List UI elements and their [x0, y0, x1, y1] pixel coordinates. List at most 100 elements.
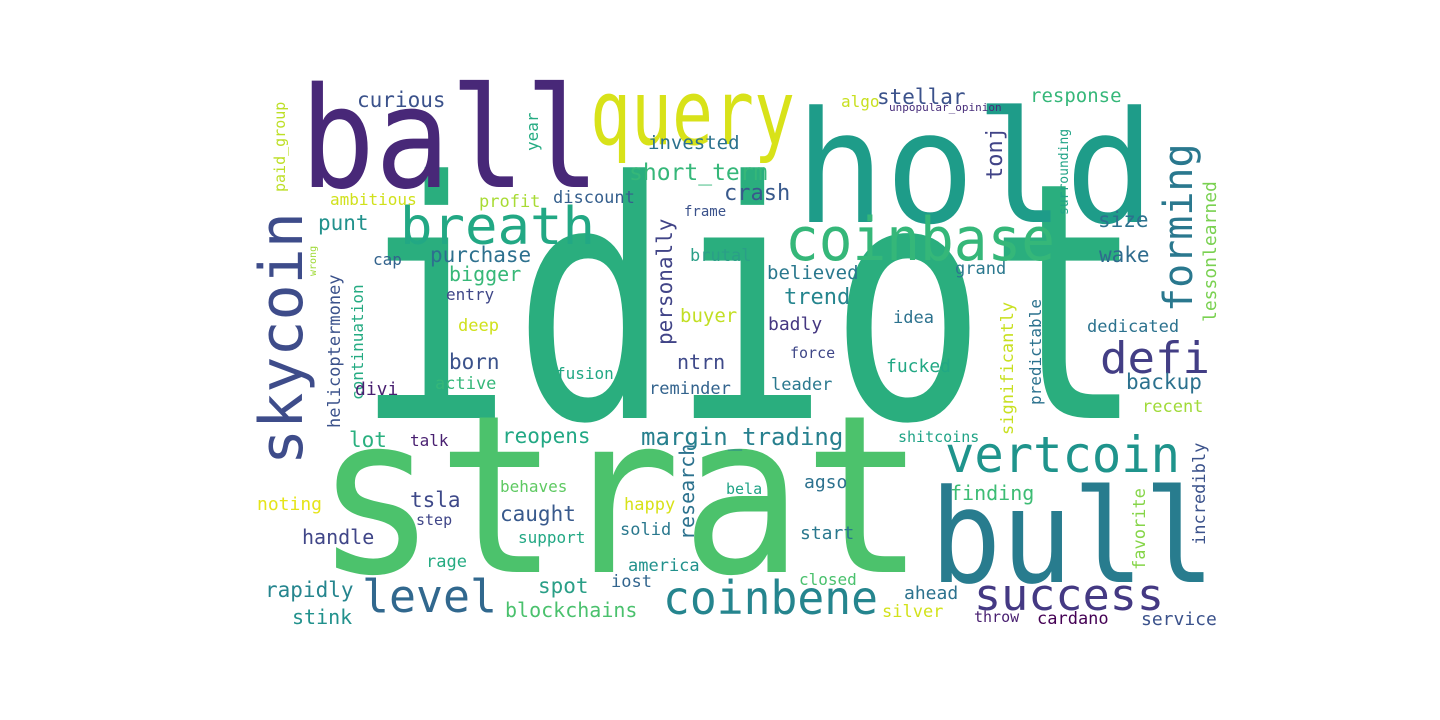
word-badly: badly [768, 314, 822, 335]
word-forming: forming [1156, 143, 1202, 312]
word-short-term: short_term [629, 160, 767, 186]
word-stellar: stellar [877, 85, 966, 109]
word-bigger: bigger [449, 262, 521, 286]
word-bela: bela [726, 480, 762, 498]
word-curious: curious [357, 88, 446, 112]
word-buyer: buyer [680, 305, 737, 327]
word-noting: noting [257, 494, 322, 515]
word-ntrn: ntrn [677, 350, 725, 374]
word-trend: trend [784, 285, 850, 310]
word-ahead: ahead [904, 583, 958, 604]
word-born: born [449, 350, 500, 374]
word-support: support [518, 528, 585, 547]
word-idiot: idiot [355, 112, 1145, 496]
word-rapidly: rapidly [265, 578, 354, 602]
word-backup: backup [1126, 370, 1202, 394]
word-skycoin: skycoin [247, 212, 317, 465]
word-happy: happy [624, 495, 675, 515]
word-caught: caught [500, 502, 576, 526]
word-discount: discount [553, 188, 635, 208]
word-year: year [523, 112, 542, 151]
word-throw: throw [974, 608, 1020, 626]
word-fusion: fusion [556, 364, 614, 383]
word-solid: solid [620, 520, 671, 540]
word-service: service [1141, 609, 1217, 630]
word-predictable: predictable [1026, 299, 1045, 405]
word-divi: divi [355, 379, 398, 400]
word-recent: recent [1142, 397, 1203, 417]
word-margin-trading: margin_trading [641, 423, 843, 451]
word-brutal: brutal [690, 246, 751, 266]
word-rage: rage [426, 552, 467, 572]
word-unpopular-opinion: unpopular_opinion [889, 101, 1002, 114]
word-active: active [435, 374, 496, 394]
word-handle: handle [302, 525, 374, 549]
word-cap: cap [373, 250, 402, 269]
word-believed: believed [767, 262, 859, 284]
word-stink: stink [292, 605, 352, 629]
word-leader: leader [771, 375, 832, 395]
word-continuation: continuation [348, 284, 367, 400]
word-lessonlearned: lessonlearned [1200, 181, 1221, 322]
word-helicoptermoney: helicoptermoney [325, 274, 345, 428]
word-paid-group: paid_group [271, 102, 289, 192]
word-strat: strat [315, 368, 925, 624]
word-crash: crash [724, 181, 790, 206]
word-grand: grand [955, 259, 1006, 279]
word-punt: punt [318, 211, 369, 235]
word-surrounding: surrounding [1057, 129, 1072, 215]
word-closed: closed [799, 570, 857, 589]
word-tsla: tsla [410, 488, 461, 512]
word-significantly: significantly [998, 302, 1018, 435]
word-incredibly: incredibly [1190, 443, 1210, 545]
word-reopens: reopens [502, 424, 591, 448]
word-america: america [628, 556, 700, 576]
word-profit: profit [479, 192, 540, 212]
word-size: size [1098, 208, 1149, 232]
word-tonj: tonj [983, 127, 1008, 180]
word-step: step [416, 511, 452, 529]
word-personally: personally [653, 219, 677, 345]
word-silver: silver [882, 602, 943, 622]
word-wrong: wrong [308, 246, 319, 276]
word-defi: defi [1100, 333, 1210, 384]
word-bull: bull [930, 461, 1215, 613]
word-iost: iost [611, 572, 652, 592]
word-spot: spot [538, 574, 589, 598]
word-ball: ball [300, 58, 600, 221]
word-algo: algo [841, 92, 880, 111]
word-favorite: favorite [1130, 488, 1150, 570]
word-frame: frame [684, 204, 726, 220]
word-shitcoins: shitcoins [898, 428, 979, 446]
word-wake: wake [1099, 243, 1150, 267]
word-success: success [974, 570, 1164, 621]
word-level: level [362, 570, 497, 623]
word-hold: hold [795, 78, 1155, 259]
word-purchase: purchase [430, 243, 531, 267]
word-invested: invested [648, 132, 740, 154]
word-start: start [800, 523, 854, 544]
word-blockchains: blockchains [505, 598, 637, 622]
word-breath: breath [400, 197, 595, 257]
word-fucked: fucked [886, 356, 951, 377]
word-idea: idea [893, 308, 934, 328]
word-force: force [790, 344, 835, 362]
word-behaves: behaves [500, 477, 567, 496]
word-coinbene: coinbene [663, 571, 878, 625]
word-ambitious: ambitious [330, 190, 417, 209]
word-response: response [1030, 85, 1122, 107]
word-talk: talk [410, 431, 449, 450]
word-query: query [590, 61, 795, 166]
word-coinbase: coinbase [785, 205, 1055, 275]
word-cardano: cardano [1037, 609, 1109, 629]
word-research: research [675, 444, 699, 540]
word-deep: deep [458, 316, 499, 336]
word-agso: agso [804, 472, 847, 493]
word-reminder: reminder [649, 379, 731, 399]
word-lot: lot [349, 428, 387, 452]
word-dedicated: dedicated [1087, 317, 1179, 337]
word-entry: entry [446, 285, 495, 304]
word-finding: finding [950, 481, 1034, 505]
